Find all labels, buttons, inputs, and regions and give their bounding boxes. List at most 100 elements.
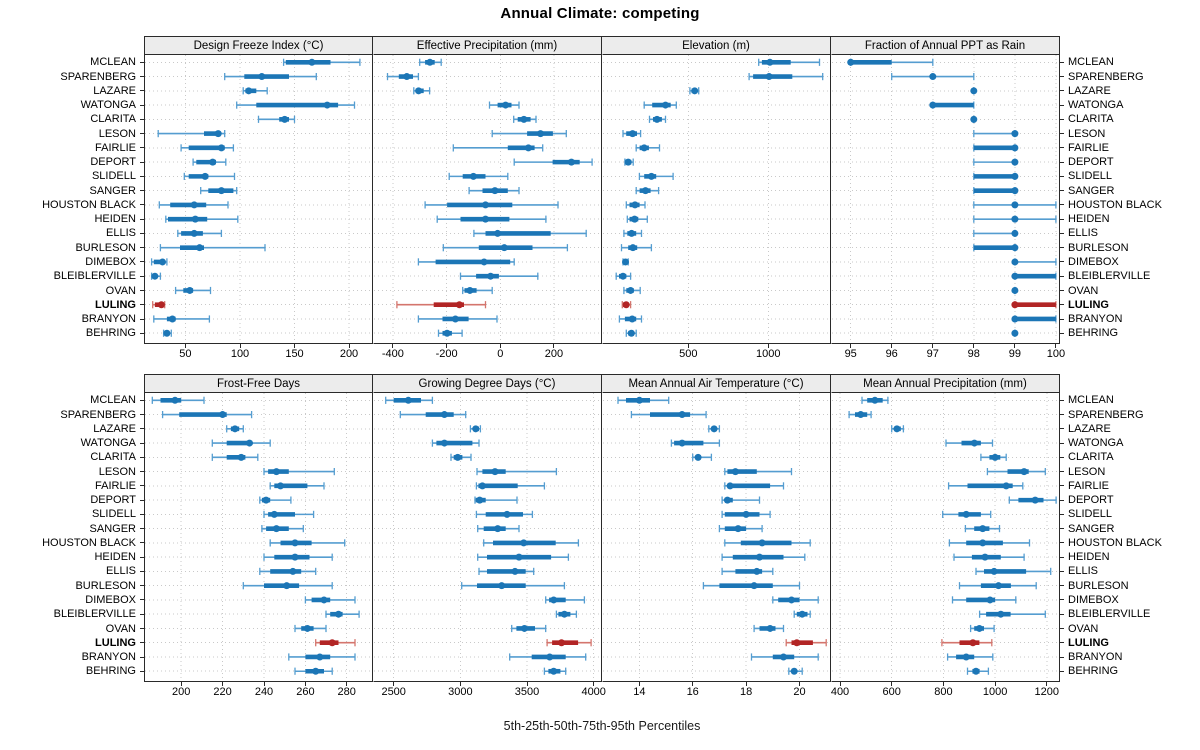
median-dot [627,286,635,294]
row-axis-tick-right [1060,161,1064,163]
row-label-right-ovan: OVAN [1068,284,1099,297]
percentile-row-branyon [1011,315,1057,323]
median-dot [726,482,734,490]
row-axis-tick-right [1060,332,1064,334]
median-dot [498,582,506,590]
row-axis-tick-left [140,304,144,306]
percentile-row-slidell [638,172,674,180]
median-dot [476,496,484,504]
median-dot [1011,172,1019,180]
row-label-right-sanger: SANGER [1068,522,1115,535]
median-dot [788,596,795,604]
row-axis-tick-right [1060,499,1064,501]
row-label-right-luling: LULING [1068,298,1109,311]
row-axis-tick-right [1060,247,1064,249]
row-label-right-ovan: OVAN [1068,622,1099,635]
percentile-row-sparenberg [848,411,872,419]
percentile-row-fairlie [724,482,785,490]
median-dot [219,411,227,419]
median-dot [1011,201,1019,209]
median-dot [929,73,937,81]
row-axis-tick-right [1060,118,1064,120]
median-dot [1031,496,1039,504]
median-dot [857,411,865,419]
median-dot [323,101,331,109]
row-axis-tick-right [1060,175,1064,177]
percentile-row-watonga [643,101,677,109]
row-axis-tick-right [1060,290,1064,291]
median-dot [537,130,544,138]
median-dot [678,439,686,447]
percentile-row-ovan [753,624,785,633]
percentile-row-ovan [511,624,547,633]
percentile-row-burleson [442,244,569,252]
median-dot [186,286,194,294]
median-dot [970,115,978,123]
axis-tick [799,682,800,686]
percentile-row-slidell [448,172,509,180]
axis-tick [891,344,893,348]
percentile-row-behring [788,667,803,675]
median-dot [426,58,434,66]
axis-tick-label: 16 [686,686,699,698]
axis-tick [348,344,350,348]
axis-tick-label: 98 [967,348,980,360]
percentile-row-leson [476,468,558,476]
row-axis-tick-right [1060,570,1064,572]
median-dot [1011,158,1019,166]
row-label-left-lazare: LAZARE [93,84,136,97]
median-dot [631,215,639,223]
row-label-left-slidell: SLIDELL [91,170,136,183]
row-axis-tick-right [1060,542,1064,544]
median-dot [443,329,451,337]
median-dot [1011,144,1019,152]
percentile-row-deport [513,158,593,166]
percentile-row-houston-black [724,539,811,547]
median-dot [217,187,225,195]
percentile-row-mclean [758,58,821,66]
percentile-row-slidell [942,510,992,518]
median-dot [1011,244,1019,252]
percentile-row-sanger [261,525,304,533]
row-axis-tick-left [140,290,144,291]
row-axis-tick-left [140,471,144,473]
row-label-right-dimebox: DIMEBOX [1068,593,1119,606]
panel-plot-design-freeze-index-c [144,54,373,344]
axis-tick-label: 100 [1046,348,1066,360]
median-dot [163,329,171,337]
row-label-left-ellis: ELLIS [106,227,136,240]
median-dot [979,525,987,533]
axis-tick [446,344,448,348]
row-axis-tick-left [140,190,144,192]
axis-tick-label: 150 [285,348,304,360]
panel-plot-growing-degree-days-c [373,392,602,682]
row-axis-tick-left [140,485,144,487]
row-label-right-lazare: LAZARE [1068,422,1111,435]
row-axis-tick-left [140,670,144,672]
panel-canvas-fraction-of-annual-ppt-as-rain [831,54,1060,344]
row-axis-tick-right [1060,428,1064,430]
row-label-left-luling: LULING [95,636,136,649]
axis-tick-label: 280 [337,686,356,698]
median-dot [893,425,901,433]
axis-tick-label: 100 [230,348,250,360]
row-axis-tick-right [1060,471,1064,473]
percentile-row-sparenberg [399,411,467,419]
median-dot [995,582,1002,590]
row-label-right-slidell: SLIDELL [1068,170,1113,183]
row-axis-tick-right [1060,204,1064,206]
row-label-left-burleson: BURLESON [75,579,136,592]
median-dot [1011,315,1019,323]
percentile-row-watonga [488,101,520,109]
median-dot [1011,329,1019,337]
median-dot [1011,301,1019,309]
row-label-right-bleiblerville: BLEIBLERVILLE [1068,270,1151,283]
median-dot [494,229,502,237]
row-axis-tick-right [1060,190,1064,192]
percentile-row-sparenberg [386,73,420,81]
percentile-row-houston-black [625,201,646,209]
axis-tick [1055,344,1057,348]
panel-canvas-growing-degree-days-c [373,392,602,682]
percentile-row-leson [491,130,567,138]
percentile-row-houston-black [269,539,346,547]
